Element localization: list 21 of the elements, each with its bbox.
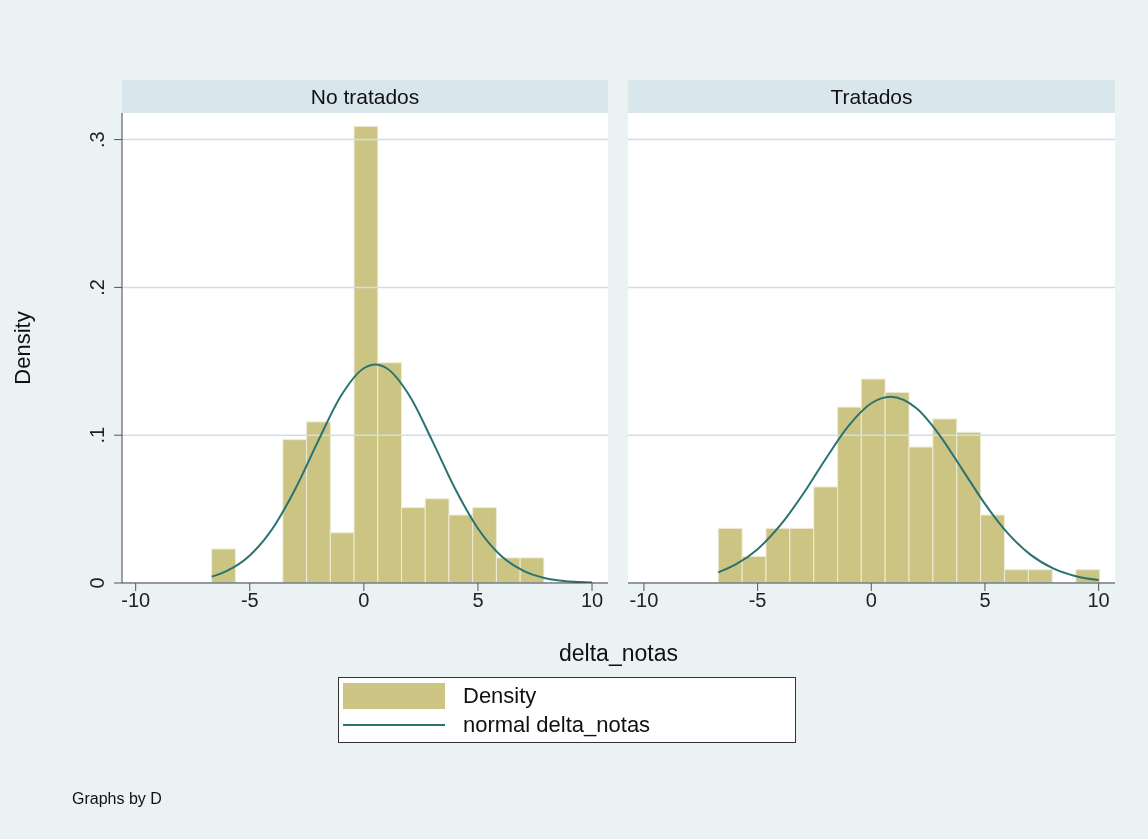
x-axis-title: delta_notas	[558, 640, 679, 667]
x-tick-label: -10	[629, 589, 659, 612]
y-tick-label: .1	[86, 426, 108, 444]
y-tick-label: .2	[86, 279, 108, 296]
x-tick-label: -10	[121, 589, 151, 612]
chart-title: Tratados	[628, 80, 1115, 113]
x-tick-label: 0	[865, 589, 877, 612]
y-axis-title: Density	[9, 311, 35, 385]
y-tick-label: 0	[86, 577, 108, 589]
x-tick-label: -5	[240, 589, 259, 612]
chart-title: No tratados	[122, 80, 608, 113]
text: Graphs by D	[72, 790, 162, 808]
legend-label: normal delta_notas	[463, 711, 651, 738]
x-tick-label: 10	[1087, 589, 1110, 612]
x-tick-label: 10	[580, 589, 604, 612]
x-tick-label: 0	[358, 589, 370, 612]
y-tick-label: .3	[86, 131, 108, 148]
x-tick-label: 5	[979, 589, 991, 612]
legend-label: Density	[463, 682, 537, 709]
x-tick-label: 5	[472, 589, 484, 612]
x-tick-label: -5	[748, 589, 767, 612]
